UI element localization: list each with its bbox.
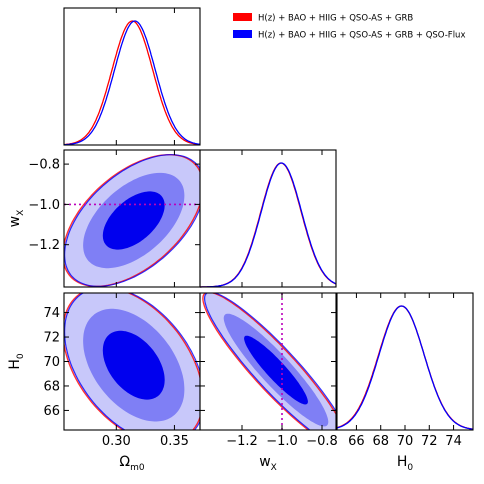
- contour-fill-1sigma: [102, 330, 165, 400]
- axis-label-symbol: H: [7, 359, 23, 370]
- contour-outline-series-2: [203, 293, 336, 430]
- y-tick-label-wX: −1.0: [28, 198, 60, 213]
- x-tick-label-Om: 0.30: [102, 434, 131, 449]
- panel-frame: [199, 149, 337, 288]
- y-tick-label-wX: −1.2: [28, 238, 60, 253]
- y-tick-label-H0: 74: [43, 306, 60, 321]
- x-tick-label-wX: −0.8: [306, 434, 338, 449]
- contour-panel-Om-wX: [64, 153, 200, 287]
- marginal-panel-H0: [336, 305, 474, 430]
- x-axis-label-wX: wX: [259, 454, 277, 473]
- y-tick-label-H0: 66: [43, 404, 60, 419]
- legend-swatch-2: [233, 30, 252, 38]
- panel-frame: [63, 7, 201, 146]
- contour-panel-Om-H0: [64, 293, 200, 430]
- contour-outline-series-2: [64, 293, 200, 430]
- legend-swatch-1: [233, 13, 252, 21]
- axis-label-subscript: m0: [130, 463, 145, 473]
- y-tick-label-H0: 70: [43, 355, 60, 370]
- y-axis-label-H0: H0: [7, 353, 26, 370]
- x-tick-label-H0: 68: [372, 434, 389, 449]
- axis-label-symbol: w: [259, 454, 270, 470]
- marginal-curve-series-1: [63, 20, 200, 146]
- x-tick-label-H0: 72: [421, 434, 438, 449]
- legend-label-2: H(z) + BAO + HIIG + QSO-AS + GRB + QSO-F…: [258, 31, 465, 41]
- contour-panel-wX-H0: [202, 293, 336, 430]
- marginal-panel-wX: [200, 162, 337, 288]
- axis-label-subscript: X: [271, 463, 277, 473]
- marginal-curve-series-2: [200, 162, 337, 288]
- marginal-curve-series-1: [200, 162, 337, 288]
- marginal-curve-series-2: [64, 20, 201, 146]
- y-axis-label-wX: wX: [7, 210, 26, 228]
- x-tick-label-Om: 0.35: [160, 434, 189, 449]
- x-tick-label-H0: 74: [445, 434, 462, 449]
- contour-outline-series-2: [64, 154, 200, 287]
- axis-label-symbol: Ω: [119, 454, 130, 470]
- y-tick-label-H0: 68: [43, 379, 60, 394]
- contour-fill-1sigma: [102, 191, 165, 250]
- x-tick-label-H0: 70: [397, 434, 414, 449]
- plot-panels: 0.30 0.35 −1.2 −1.0 −0.8 66 68 70 72 74 −1.2 −1.0 −0…: [7, 7, 474, 473]
- axis-label-subscript: X: [16, 210, 26, 216]
- contour-outline-series-1: [202, 293, 336, 430]
- y-tick-label-wX: −0.8: [28, 158, 60, 173]
- x-axis-label-Om: Ωm0: [119, 454, 144, 473]
- axis-label-symbol: w: [7, 216, 23, 227]
- contour-fill-1sigma: [244, 335, 308, 405]
- legend: H(z) + BAO + HIIG + QSO-AS + GRB H(z) + B…: [233, 13, 465, 41]
- x-tick-label-H0: 66: [348, 434, 365, 449]
- axis-label-subscript: 0: [407, 463, 413, 473]
- axis-label-subscript: 0: [16, 353, 26, 359]
- marginal-curve-series-2: [336, 305, 474, 430]
- x-tick-label-wX: −1.0: [266, 434, 298, 449]
- x-tick-label-wX: −1.2: [226, 434, 258, 449]
- x-axis-label-H0: H0: [397, 454, 414, 473]
- marginal-panel-Om: [63, 20, 201, 146]
- contour-outline-series-1: [64, 293, 200, 430]
- axis-label-symbol: H: [397, 454, 408, 470]
- y-tick-label-H0: 72: [43, 331, 60, 346]
- legend-label-1: H(z) + BAO + HIIG + QSO-AS + GRB: [258, 14, 413, 24]
